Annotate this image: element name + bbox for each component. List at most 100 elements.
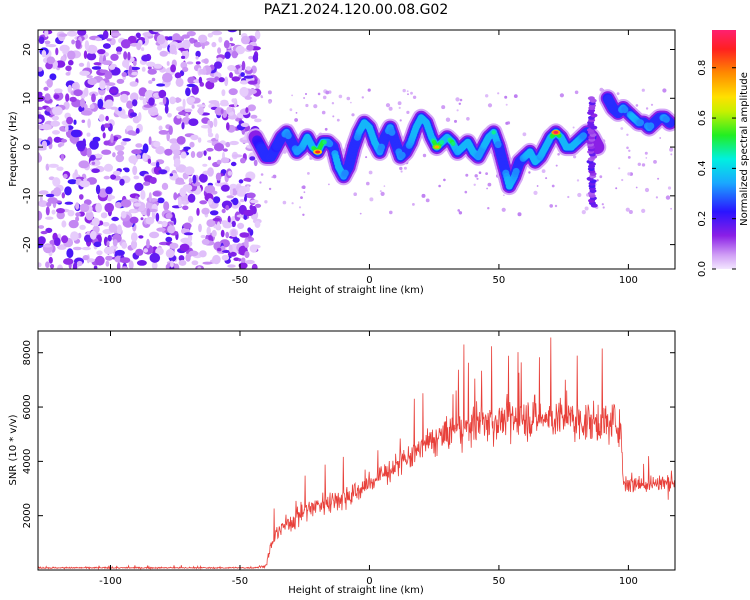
noise-blob (246, 44, 254, 51)
noise-blob (240, 157, 246, 164)
speckle (322, 95, 327, 100)
noise-blob (55, 47, 59, 56)
ridge2-cell (647, 122, 655, 130)
noise-blob (120, 141, 127, 146)
noise-blob (106, 85, 110, 92)
noise-blob (144, 89, 155, 100)
noise-blob (58, 33, 68, 37)
speckle (455, 97, 460, 102)
noise-blob (247, 227, 252, 233)
noise-blob (184, 108, 193, 113)
noise-blob (57, 264, 63, 269)
speckle (303, 191, 306, 194)
noise-blob (202, 66, 206, 75)
spectrogram-xtick-label: 50 (493, 275, 506, 286)
noise-blob (231, 76, 241, 82)
noise-blob (91, 168, 100, 173)
noise-blob (73, 119, 77, 125)
noise-blob (147, 158, 152, 164)
speckle (389, 210, 393, 215)
noise-blob (104, 163, 113, 172)
speckle (383, 185, 386, 187)
figure-title: PAZ1.2024.120.00.08.G02 (264, 2, 449, 18)
speckle (325, 90, 330, 95)
noise-blob (120, 199, 132, 208)
noise-blob (86, 75, 93, 79)
noise-blob (222, 250, 231, 253)
noise-blob (240, 257, 246, 263)
noise-blob (213, 143, 225, 152)
noise-blob (121, 72, 127, 77)
spectrogram-xlabel: Height of straight line (km) (288, 285, 424, 296)
noise-blob (79, 194, 84, 200)
noise-blob (148, 192, 152, 202)
noise-blob (66, 30, 78, 37)
noise-blob (148, 97, 155, 106)
noise-blob (129, 216, 139, 224)
noise-blob (76, 140, 87, 149)
noise-blob (195, 56, 199, 60)
speckle (641, 88, 645, 92)
speckle (554, 204, 558, 208)
noise-blob (176, 115, 182, 119)
noise-blob (236, 214, 246, 218)
speckle (574, 90, 579, 95)
ridge-cell (398, 151, 406, 159)
ridge-cell (322, 140, 327, 145)
noise-blob (46, 56, 55, 65)
noise-blob (250, 114, 258, 119)
noise-blob (129, 92, 139, 102)
noise-blob (175, 181, 186, 185)
noise-blob (105, 115, 109, 121)
noise-blob (97, 98, 104, 109)
noise-blob (187, 233, 193, 242)
speckle (295, 112, 298, 114)
speckle (602, 206, 605, 209)
noise-blob (71, 82, 78, 90)
spectrogram-xtick-label: -50 (232, 275, 248, 286)
noise-blob (161, 220, 168, 228)
noise-blob (166, 61, 170, 66)
noise-blob (198, 76, 203, 84)
noise-blob (116, 78, 125, 84)
speckle (621, 178, 624, 182)
snr-xtick-label: 100 (619, 576, 638, 587)
noise-blob (239, 80, 249, 85)
speckle (474, 174, 478, 178)
snr-xtick-label: 50 (493, 576, 506, 587)
speckle (438, 184, 441, 188)
speckle (303, 97, 306, 99)
noise-blob (201, 43, 205, 50)
noise-blob (83, 87, 89, 97)
noise-blob (85, 210, 94, 221)
noise-blob (152, 30, 164, 33)
speckle (365, 156, 368, 159)
ridge-cell (388, 128, 396, 136)
speckle (670, 207, 672, 210)
noise-blob (126, 100, 134, 109)
noise-blob (38, 225, 45, 229)
noise-blob (165, 236, 173, 243)
noise-blob (131, 71, 139, 76)
noise-blob (207, 198, 213, 205)
noise-blob (130, 240, 138, 250)
noise-blob (178, 111, 187, 116)
noise-blob (69, 96, 77, 103)
noise-blob (67, 50, 76, 60)
noise-blob (254, 203, 262, 208)
noise-blob (161, 182, 169, 190)
speckle (268, 100, 272, 104)
noise-blob (227, 215, 231, 224)
speckle (626, 133, 629, 136)
speckle (359, 212, 362, 215)
speckle (298, 206, 302, 209)
speckle (513, 94, 518, 98)
noise-blob (56, 210, 65, 220)
noise-blob (185, 113, 189, 118)
speckle (653, 160, 657, 164)
noise-blob (180, 151, 187, 159)
noise-blob (178, 259, 187, 266)
noise-blob (45, 206, 50, 216)
noise-blob (120, 93, 129, 103)
noise-blob (188, 250, 199, 257)
